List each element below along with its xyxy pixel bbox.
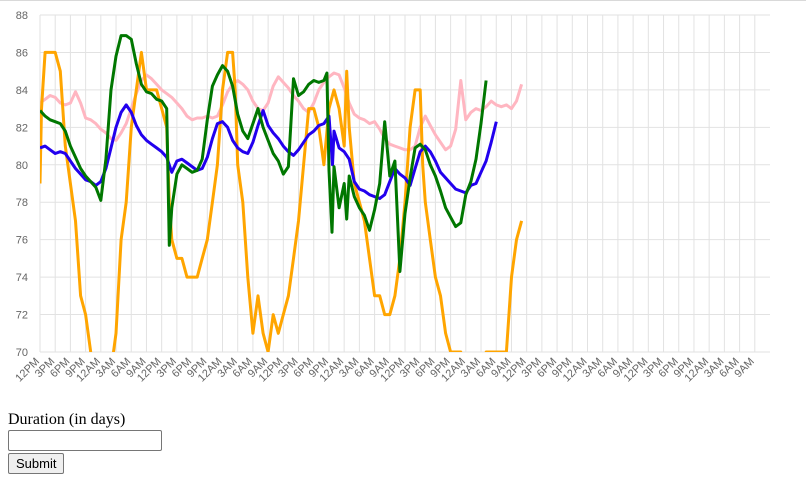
y-tick-label: 76: [16, 235, 28, 247]
duration-input[interactable]: [8, 430, 162, 451]
y-tick-label: 84: [16, 85, 28, 97]
series-line-0: [40, 71, 524, 152]
temperature-line-chart: 7072747678808284868812PM3PM6PM9PM12AM3AM…: [13, 10, 770, 384]
y-tick-label: 74: [16, 272, 28, 284]
y-tick-label: 78: [16, 197, 28, 209]
series-line-3: [40, 34, 488, 273]
y-tick-label: 82: [16, 122, 28, 134]
y-tick-label: 72: [16, 310, 28, 322]
series-line-1: [40, 50, 524, 352]
duration-form: Duration (in days) Submit: [8, 411, 162, 474]
y-tick-label: 88: [16, 10, 28, 22]
series-line-2: [40, 103, 498, 200]
duration-label: Duration (in days): [8, 411, 126, 428]
y-tick-label: 80: [16, 160, 28, 172]
y-tick-label: 70: [16, 347, 28, 359]
submit-button[interactable]: Submit: [8, 453, 65, 474]
top-border: [0, 0, 806, 1]
y-tick-label: 86: [16, 47, 28, 59]
